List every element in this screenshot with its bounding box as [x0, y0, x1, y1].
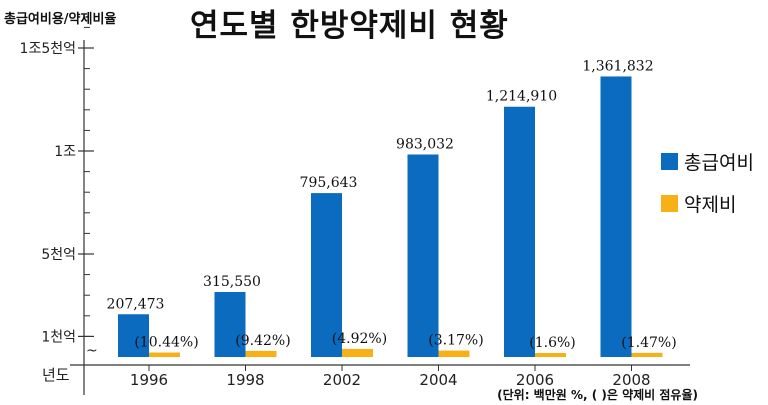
share-label-1998: (9.42%): [235, 333, 290, 349]
bar-총급여비-1998: [214, 291, 246, 357]
x-tick-label-2002: 2002: [323, 371, 361, 389]
y-tick-label: 1조5천억: [20, 41, 76, 57]
legend-swatch-약제비: [661, 195, 678, 212]
legend-label-약제비: 약제비: [684, 194, 736, 216]
bar-총급여비-2004: [407, 154, 439, 357]
axis-break-mark: ~: [86, 343, 98, 359]
bar-총급여비-2006: [504, 106, 535, 357]
bar-약제비-2008: [631, 352, 663, 357]
data-label-1998: 315,550: [203, 274, 261, 290]
data-label-2008: 1,361,832: [582, 58, 653, 74]
legend-swatch-총급여비: [661, 153, 678, 170]
chart-title: 연도별 한방약제비 현황: [190, 8, 509, 44]
bar-약제비-2006: [535, 352, 566, 357]
y-axis-title: 총급여비용/약제비율: [4, 12, 117, 27]
x-tick-label-2008: 2008: [612, 371, 650, 389]
bar-약제비-1996: [149, 352, 180, 357]
x-tick-label-1996: 1996: [130, 371, 168, 389]
bar-약제비-2004: [438, 350, 470, 357]
share-label-2002: (4.92%): [332, 331, 387, 347]
share-label-2006: (1.6%): [529, 335, 576, 351]
bar-총급여비-2008: [600, 76, 632, 357]
y-tick-label: 5천억: [41, 247, 76, 263]
data-label-2006: 1,214,910: [486, 89, 557, 105]
y-tick-label: 1천억: [41, 329, 76, 345]
bar-총급여비-1996: [118, 314, 149, 357]
share-label-2004: (3.17%): [428, 333, 483, 349]
data-label-2002: 795,643: [300, 175, 358, 191]
bar-총급여비-2002: [311, 193, 342, 357]
data-label-2004: 983,032: [396, 136, 454, 152]
x-tick-label-2006: 2006: [516, 371, 554, 389]
share-label-2008: (1.47%): [621, 335, 676, 351]
y-tick-label: 1조: [54, 144, 76, 160]
bar-약제비-1998: [245, 350, 277, 357]
unit-note: (단위: 백만원 %, ( )은 약제비 점유율): [497, 388, 698, 402]
legend-label-총급여비: 총급여비: [684, 152, 754, 174]
data-label-1996: 207,473: [107, 296, 165, 312]
x-tick-label-1998: 1998: [226, 371, 264, 389]
x-tick-label-2004: 2004: [419, 371, 457, 389]
x-axis-title: 년도: [42, 366, 70, 384]
bar-약제비-2002: [342, 348, 373, 357]
share-label-1996: (10.44%): [134, 335, 198, 351]
